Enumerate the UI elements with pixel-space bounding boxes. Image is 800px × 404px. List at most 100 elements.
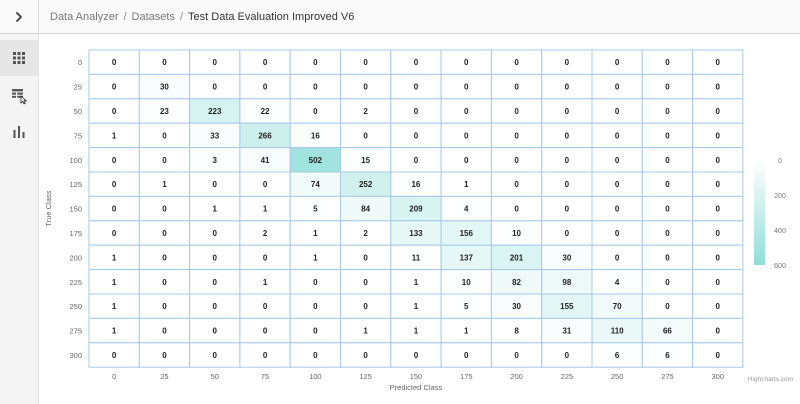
heatmap-cell	[289, 147, 341, 173]
heatmap-cell	[189, 171, 241, 197]
sidebar-item-table[interactable]	[0, 78, 38, 114]
heatmap-cell-label: 0	[665, 107, 670, 116]
heatmap-cell-label: 66	[663, 327, 672, 336]
heatmap-cell-label: 0	[615, 58, 620, 67]
heatmap-cell	[340, 98, 392, 124]
heatmap-cell-label: 0	[263, 253, 268, 262]
heatmap-cell-label: 0	[213, 58, 218, 67]
breadcrumb-item-datasets[interactable]: Datasets	[131, 10, 175, 23]
heatmap-cell-label: 0	[112, 58, 117, 67]
heatmap-cell-label: 0	[514, 205, 519, 214]
heatmap-cell-label: 252	[359, 180, 373, 189]
sidebar-item-bar-chart[interactable]	[0, 114, 38, 150]
chevron-right-icon[interactable]	[0, 0, 38, 33]
y-tick-label: 50	[74, 107, 82, 116]
heatmap-cell-label: 0	[615, 205, 620, 214]
heatmap-cell-label: 74	[311, 180, 320, 189]
heatmap-cell-label: 0	[615, 131, 620, 140]
x-tick-label: 0	[112, 372, 116, 381]
heatmap-cell-label: 0	[414, 156, 419, 165]
heatmap-cell-label: 6	[665, 351, 670, 360]
grid-icon	[13, 52, 25, 64]
heatmap-cell-label: 0	[162, 302, 167, 311]
heatmap-cell	[390, 73, 442, 100]
sidebar-item-grid[interactable]	[0, 40, 38, 76]
heatmap-cell-label: 0	[263, 58, 268, 67]
y-tick-label: 25	[74, 83, 82, 92]
heatmap-cell	[490, 122, 543, 149]
heatmap-cell-label: 0	[112, 205, 117, 214]
heatmap-cell-label: 1	[464, 327, 469, 336]
heatmap-cell	[490, 342, 543, 368]
heatmap-cell	[440, 147, 492, 173]
heatmap-cell	[289, 171, 341, 197]
heatmap-cell-label: 0	[414, 58, 419, 67]
heatmap-cell-label: 4	[464, 205, 469, 214]
heatmap-cell-label: 0	[263, 83, 268, 92]
heatmap-cell-label: 0	[514, 351, 519, 360]
color-axis-label: 0	[778, 158, 782, 165]
heatmap-cell-label: 0	[263, 302, 268, 311]
heatmap-cell-label: 23	[160, 107, 169, 116]
heatmap-cell-label: 0	[313, 278, 318, 287]
heatmap-cell	[289, 269, 341, 295]
heatmap-cell-label: 5	[313, 205, 318, 214]
heatmap-cell	[591, 195, 643, 222]
y-axis-title: True Class	[44, 190, 53, 226]
heatmap-cell	[692, 122, 744, 149]
breadcrumb: Data Analyzer / Datasets / Test Data Eva…	[50, 0, 354, 33]
heatmap-cell-label: 0	[514, 107, 519, 116]
heatmap-cell	[591, 244, 643, 271]
heatmap-cell	[390, 269, 442, 295]
breadcrumb-item-data-analyzer[interactable]: Data Analyzer	[50, 10, 119, 23]
color-axis-bar	[754, 160, 765, 265]
heatmap-cell	[289, 342, 341, 368]
heatmap-cell-label: 0	[464, 131, 469, 140]
heatmap-cell-label: 0	[514, 131, 519, 140]
heatmap-cell	[289, 317, 341, 344]
table-icon	[12, 89, 28, 105]
heatmap-cell-label: 1	[213, 205, 218, 214]
heatmap-cell-label: 0	[112, 156, 117, 165]
heatmap-cell	[88, 342, 140, 368]
heatmap-cell-label: 1	[414, 327, 419, 336]
heatmap-cell	[591, 317, 643, 344]
heatmap-cell	[641, 342, 694, 368]
heatmap-cell-label: 0	[363, 58, 368, 67]
heatmap-cell-label: 0	[213, 253, 218, 262]
heatmap-cell	[692, 269, 744, 295]
heatmap-cell-label: 31	[562, 327, 571, 336]
heatmap-cell-label: 3	[213, 156, 218, 165]
heatmap-cell-label: 0	[363, 278, 368, 287]
heatmap-cell	[138, 317, 191, 344]
heatmap-cell	[692, 317, 744, 344]
heatmap-cell-label: 0	[716, 229, 721, 238]
heatmap-cell	[138, 98, 191, 124]
heatmap-cell	[138, 73, 191, 100]
heatmap-cell-label: 0	[565, 58, 570, 67]
heatmap-cell-label: 0	[514, 83, 519, 92]
y-tick-label: 125	[69, 180, 82, 189]
heatmap-cell	[390, 317, 442, 344]
heatmap-cell-label: 0	[565, 229, 570, 238]
heatmap-cell-label: 0	[716, 156, 721, 165]
heatmap-cell-label: 1	[112, 131, 117, 140]
heatmap-cell	[189, 293, 241, 319]
heatmap-cell-label: 0	[313, 107, 318, 116]
heatmap-cell-label: 1	[112, 278, 117, 287]
heatmap-cell-label: 0	[162, 131, 167, 140]
heatmap-cell	[591, 73, 643, 100]
breadcrumb-current: Test Data Evaluation Improved V6	[188, 10, 355, 23]
chart-panel: 0 0 0 0 0 0 0 0 0 0 0 0 0 0 30 0 0 0 0 0 0 0 0 0 0 0 0 23 223 22 0 2 0 0 0…	[39, 34, 800, 404]
heatmap-cell	[541, 147, 593, 173]
heatmap-cell-label: 82	[512, 278, 521, 287]
x-tick-label: 275	[661, 372, 674, 381]
heatmap-cell-label: 0	[716, 83, 721, 92]
y-tick-label: 250	[69, 302, 82, 311]
heatmap-cell-label: 156	[460, 229, 474, 238]
heatmap-cell	[189, 342, 241, 368]
heatmap-cell	[390, 342, 442, 368]
heatmap-cell-label: 1	[162, 180, 167, 189]
heatmap-cell	[440, 269, 492, 295]
heatmap-cell-label: 0	[565, 180, 570, 189]
